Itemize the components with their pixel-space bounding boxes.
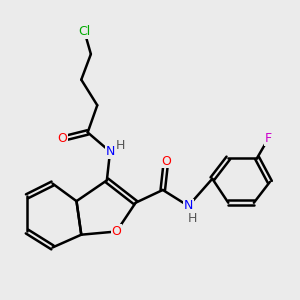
Text: F: F [265, 132, 272, 145]
Text: N: N [184, 200, 193, 212]
Text: H: H [188, 212, 197, 225]
Text: H: H [116, 139, 125, 152]
Text: O: O [161, 155, 171, 168]
Text: N: N [105, 145, 115, 158]
Text: Cl: Cl [78, 25, 91, 38]
Text: O: O [112, 225, 122, 238]
Text: O: O [57, 132, 67, 145]
